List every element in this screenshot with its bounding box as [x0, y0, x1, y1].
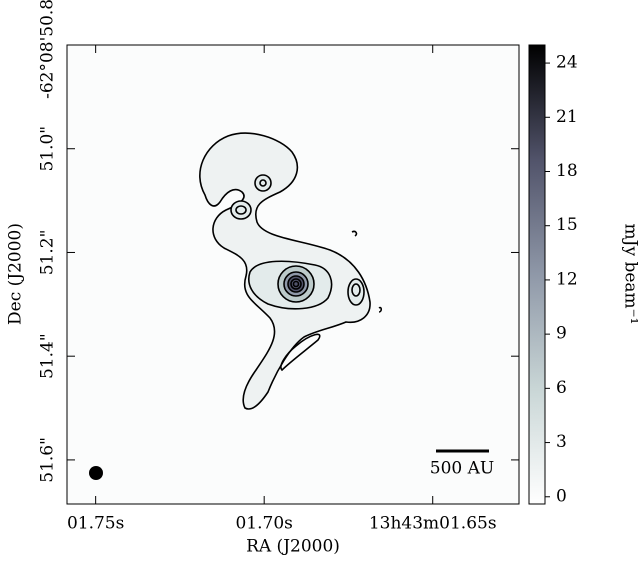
x-tick-label: 01.70s [235, 514, 292, 534]
x-tick-label: 13h43m01.65s [369, 514, 497, 534]
colorbar-tick-label: 15 [556, 215, 578, 235]
beam [89, 466, 103, 480]
y-tick-label: -62°08'50.8" [38, 0, 58, 99]
colorbar-tick-label: 9 [556, 324, 567, 344]
colorbar-tick-label: 3 [556, 432, 567, 452]
colorbar-tick-label: 18 [556, 161, 578, 181]
colorbar-tick-label: 12 [556, 269, 578, 289]
y-axis-label: Dec (J2000) [6, 223, 26, 325]
axes-frame [66, 44, 520, 505]
x-axis-label: RA (J2000) [246, 537, 340, 557]
x-tick-label: 01.75s [67, 514, 124, 534]
y-tick-label: 51.6" [38, 437, 58, 483]
y-tick-label: 51.0" [38, 126, 58, 172]
colorbar-tick-label: 24 [556, 53, 578, 73]
colorbar-tick-label: 0 [556, 486, 567, 506]
y-tick-label: 51.2" [38, 230, 58, 276]
colorbar-tick-label: 21 [556, 107, 578, 127]
contours [199, 132, 383, 410]
colorbar-tick-label: 6 [556, 378, 567, 398]
y-tick-label: 51.4" [38, 333, 58, 379]
colorbar [528, 44, 546, 505]
colorbar-label: mJy beam⁻¹ [621, 224, 641, 325]
scale-bar-label: 500 AU [430, 459, 494, 479]
